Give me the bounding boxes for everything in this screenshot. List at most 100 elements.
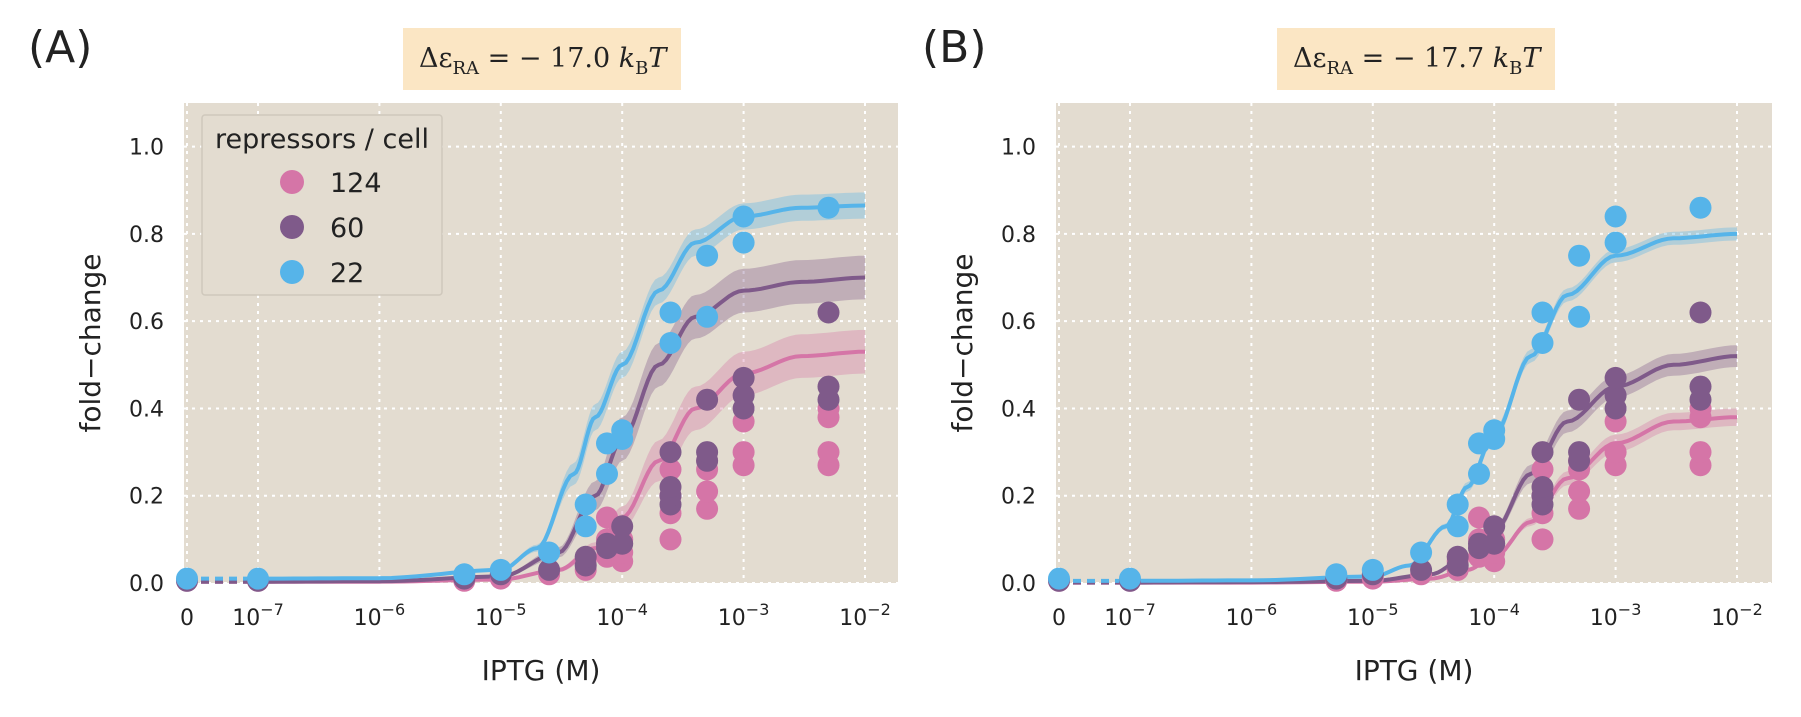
panel-b: (B) ΔεRA = − 17.7 kBT 0 10−7 10−6 10−5 10−4 1… xyxy=(922,22,1772,687)
data-point-22 xyxy=(1568,305,1591,328)
x-tick-label: 10−4 xyxy=(596,600,648,631)
y-tick-label: 1.0 xyxy=(1001,136,1036,161)
data-point-60 xyxy=(1531,476,1554,498)
data-point-22 xyxy=(574,493,597,516)
data-point-60 xyxy=(1531,441,1554,464)
data-point-22 xyxy=(176,567,198,590)
data-point-124 xyxy=(696,480,719,503)
panel-title-box xyxy=(1277,28,1555,90)
data-point-22 xyxy=(1361,558,1384,581)
data-point-60 xyxy=(1568,441,1591,464)
data-point-22 xyxy=(732,231,755,254)
legend-label-60: 60 xyxy=(330,213,364,244)
x-tick-label: 10−6 xyxy=(354,600,406,631)
data-point-60 xyxy=(659,476,682,498)
x-tick-label: 10−6 xyxy=(1226,600,1278,631)
data-point-22 xyxy=(538,541,561,564)
data-point-22 xyxy=(247,567,269,590)
data-point-60 xyxy=(696,441,719,464)
data-point-60 xyxy=(696,388,719,411)
data-point-22 xyxy=(453,563,476,586)
panel-letter: (A) xyxy=(28,22,92,73)
fit-band-60 xyxy=(258,255,865,582)
data-point-22 xyxy=(611,419,634,442)
legend-marker-124 xyxy=(280,170,304,194)
panel-letter: (B) xyxy=(922,22,987,73)
data-point-22 xyxy=(659,332,682,354)
grid xyxy=(184,103,898,584)
y-axis-label: fold−change xyxy=(74,253,107,432)
data-point-22 xyxy=(659,301,682,324)
data-point-22 xyxy=(817,196,840,219)
legend-label-22: 22 xyxy=(330,258,364,289)
data-point-22 xyxy=(1048,567,1070,590)
data-point-124 xyxy=(732,441,755,464)
legend: repressors / cell 124 60 22 xyxy=(201,114,443,296)
data-point-22 xyxy=(1604,231,1627,254)
y-ticks: 0.0 0.2 0.4 0.6 0.8 1.0 xyxy=(129,136,164,597)
x-tick-label: 10−5 xyxy=(1347,600,1399,631)
data-point-124 xyxy=(1531,458,1554,481)
data-point-60 xyxy=(1689,375,1712,398)
x-tick-label: 10−2 xyxy=(1711,600,1763,631)
data-point-22 xyxy=(1410,541,1433,564)
legend-title: repressors / cell xyxy=(215,124,429,155)
legend-label-124: 124 xyxy=(330,168,382,199)
data-point-60 xyxy=(1483,515,1506,538)
x-tick-label: 10−7 xyxy=(232,600,284,631)
y-tick-label: 0.6 xyxy=(129,310,164,335)
data-point-22 xyxy=(596,462,618,485)
y-tick-label: 0.4 xyxy=(1001,397,1036,422)
data-point-60 xyxy=(611,515,634,538)
x-ticks: 0 10−7 10−6 10−5 10−4 10−3 10−2 xyxy=(180,600,891,631)
y-ticks: 0.0 0.2 0.4 0.6 0.8 1.0 xyxy=(1001,136,1036,597)
x-ticks: 0 10−7 10−6 10−5 10−4 10−3 10−2 xyxy=(1052,600,1763,631)
data-point-22 xyxy=(1483,419,1506,442)
data-points xyxy=(1048,196,1712,592)
data-point-22 xyxy=(1531,301,1554,324)
panel-title: ΔεRA = − 17.0 kBT xyxy=(419,43,668,79)
x-axis-label: IPTG (M) xyxy=(482,654,601,687)
data-point-60 xyxy=(596,532,618,555)
x-tick-label: 10−7 xyxy=(1104,600,1156,631)
x-tick-label: 0 xyxy=(1052,606,1066,631)
y-tick-label: 0.2 xyxy=(129,485,164,510)
data-point-60 xyxy=(611,532,634,555)
data-point-124 xyxy=(1604,441,1627,464)
x-tick-label: 10−2 xyxy=(839,600,891,631)
x-tick-label: 10−3 xyxy=(718,600,770,631)
data-point-22 xyxy=(574,515,597,538)
data-point-22 xyxy=(1689,196,1712,219)
y-axis-label: fold−change xyxy=(946,253,979,432)
data-point-22 xyxy=(1468,462,1490,485)
data-point-60 xyxy=(574,545,597,568)
data-point-60 xyxy=(1483,532,1506,555)
fit-band-124 xyxy=(1130,408,1737,583)
x-tick-label: 10−5 xyxy=(475,600,527,631)
data-point-22 xyxy=(1119,567,1141,590)
data-point-60 xyxy=(732,366,755,389)
data-point-22 xyxy=(696,244,719,267)
data-point-22 xyxy=(1446,515,1469,538)
data-point-124 xyxy=(1568,480,1591,503)
data-point-60 xyxy=(1446,545,1469,568)
data-point-22 xyxy=(489,558,512,581)
y-tick-label: 0.4 xyxy=(129,397,164,422)
legend-marker-22 xyxy=(280,260,304,284)
data-point-60 xyxy=(1604,384,1627,407)
x-axis-label: IPTG (M) xyxy=(1355,654,1474,687)
panel-title-box xyxy=(403,28,681,90)
fit-line-22 xyxy=(1130,231,1738,583)
data-point-60 xyxy=(1468,532,1490,555)
data-point-60 xyxy=(538,558,561,581)
data-point-22 xyxy=(732,205,755,228)
data-point-124 xyxy=(659,528,682,551)
y-tick-label: 0.8 xyxy=(1001,223,1036,248)
data-point-22 xyxy=(696,305,719,328)
data-point-124 xyxy=(817,441,840,464)
data-point-22 xyxy=(1568,244,1591,267)
data-point-124 xyxy=(659,458,682,481)
x-tick-label: 0 xyxy=(180,606,194,631)
grid xyxy=(1056,103,1772,584)
